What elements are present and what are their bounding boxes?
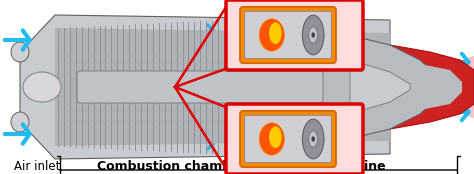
- Polygon shape: [320, 28, 440, 146]
- Text: Combustion chambers: Combustion chambers: [97, 160, 253, 173]
- Ellipse shape: [269, 126, 282, 148]
- Ellipse shape: [311, 32, 315, 38]
- FancyBboxPatch shape: [245, 115, 331, 163]
- FancyBboxPatch shape: [226, 0, 363, 70]
- FancyBboxPatch shape: [226, 104, 363, 174]
- Ellipse shape: [302, 15, 324, 55]
- Ellipse shape: [259, 19, 284, 51]
- Polygon shape: [390, 45, 474, 129]
- Ellipse shape: [311, 136, 315, 142]
- FancyBboxPatch shape: [245, 11, 331, 59]
- Ellipse shape: [309, 27, 318, 43]
- FancyBboxPatch shape: [77, 71, 323, 103]
- Ellipse shape: [11, 42, 29, 62]
- FancyBboxPatch shape: [240, 111, 336, 167]
- Ellipse shape: [11, 112, 29, 132]
- Ellipse shape: [269, 22, 282, 44]
- FancyBboxPatch shape: [240, 7, 336, 63]
- Text: Air inlet: Air inlet: [14, 160, 60, 173]
- Polygon shape: [55, 28, 390, 146]
- Polygon shape: [350, 60, 410, 114]
- Polygon shape: [410, 62, 462, 112]
- Polygon shape: [462, 50, 474, 124]
- Polygon shape: [20, 15, 390, 159]
- Text: Turbine: Turbine: [334, 160, 386, 173]
- Ellipse shape: [302, 119, 324, 159]
- Ellipse shape: [259, 123, 284, 155]
- Ellipse shape: [23, 72, 61, 102]
- Ellipse shape: [309, 131, 318, 147]
